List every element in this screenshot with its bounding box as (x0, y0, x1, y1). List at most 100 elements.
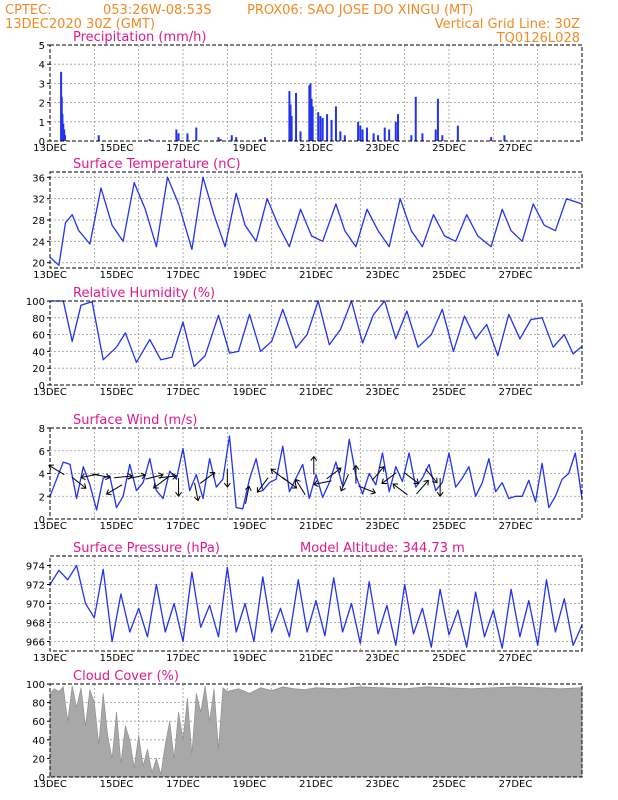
precip-bar (217, 137, 220, 141)
wind-arrow (71, 476, 87, 489)
wind-arrow-head (175, 491, 182, 497)
wind-arrow-shaft (153, 476, 169, 489)
y-tick-label: 100 (26, 680, 45, 691)
wind-arrow-head (432, 477, 438, 484)
header-location: PROX06: SAO JOSE DO XINGU (MT) (247, 3, 473, 18)
precip-bar (288, 91, 291, 141)
wind-arrow-head (335, 467, 342, 474)
header-grid-line: Vertical Grid Line: 30Z (435, 17, 580, 32)
wind-arrow (105, 484, 123, 496)
y-tick-label: 80 (32, 314, 45, 325)
x-tick-label: 21DEC (299, 270, 333, 281)
wind-arrow-head (256, 487, 263, 493)
precip-bar (326, 114, 329, 141)
precip-bar (334, 106, 337, 141)
wind-arrow-head (339, 485, 346, 492)
precip-bar (295, 93, 298, 141)
precip-bar (343, 135, 346, 141)
precip-bar (148, 139, 151, 141)
rh-panel: 0 20 40 60 80 100 13DEC 15DEC 17DEC 19DEC 21DEC 23D… (26, 286, 583, 398)
wind-arrow-shaft (416, 480, 429, 495)
precip-bar (377, 135, 380, 141)
y-tick-label: 3 (39, 79, 45, 90)
wind-arrow (313, 480, 332, 487)
header-coordinates: 053:26W-08:53S (103, 3, 211, 18)
precip-bar (436, 98, 439, 141)
wind-arrow (92, 473, 111, 481)
wind-arrow-shaft (392, 483, 408, 496)
precip-bar (365, 127, 368, 141)
precip-bar (219, 139, 222, 141)
temp-line (49, 176, 583, 266)
precip-bar (177, 133, 180, 141)
x-tick-label: 25DEC (432, 270, 466, 281)
precip-bar (441, 135, 444, 141)
wind-arrow-shaft (340, 474, 349, 492)
precip-bar (195, 127, 198, 141)
wind-arrow-head (381, 478, 387, 484)
x-tick-label: 25DEC (432, 143, 466, 154)
y-tick-label: 32 (32, 195, 45, 206)
wind-arrow (425, 468, 438, 484)
wind-arrow-shaft (295, 479, 306, 496)
precip-bar (308, 85, 311, 141)
x-tick-label: 15DEC (100, 143, 134, 154)
wind-arrow (371, 466, 385, 481)
header-date: 13DEC2020 30Z (GMT) (5, 17, 155, 32)
wind-arrow (256, 477, 269, 493)
wind-arrow-head (140, 472, 147, 480)
x-tick-label: 27DEC (499, 387, 533, 398)
wind-arrow-head (370, 488, 377, 495)
wind-arrow-head (244, 485, 252, 492)
rh-grid (50, 301, 582, 385)
wind-arrow (48, 464, 65, 476)
wind-arrow (358, 485, 377, 495)
wind-arrow-head (105, 489, 112, 496)
x-tick-label: 21DEC (299, 653, 333, 664)
y-tick-label: 972 (26, 581, 45, 592)
y-tick-label: 100 (26, 297, 45, 308)
precip-title: Precipitation (mm/h) (73, 30, 206, 45)
x-tick-label: 27DEC (499, 779, 533, 790)
precip-bar (383, 127, 386, 141)
x-tick-label: 17DEC (166, 143, 200, 154)
precip-bar (311, 106, 314, 141)
wind-arrow-shaft (425, 468, 438, 484)
wind-arrow (175, 478, 182, 497)
precip-bar (310, 98, 313, 141)
wind-arrow-head (392, 483, 399, 489)
wind-arrow-head (80, 473, 86, 481)
cloud-frame (49, 683, 583, 778)
wind-arrow-shaft (281, 476, 297, 489)
x-tick-label: 23DEC (366, 779, 400, 790)
wind-arrow-shaft (358, 485, 376, 494)
precip-bar (434, 129, 437, 141)
wind-arrow-head (223, 482, 231, 488)
wind-arrow (194, 482, 201, 502)
y-tick-label: 4 (39, 60, 45, 71)
wind-arrow (127, 472, 147, 480)
wind-arrow (403, 472, 420, 484)
x-tick-label: 25DEC (432, 653, 466, 664)
y-tick-label: 974 (26, 562, 45, 573)
wind-arrow-shaft (371, 466, 385, 481)
precip-bar (359, 125, 362, 141)
precip-bar (361, 129, 364, 141)
wind-arrow (436, 478, 444, 497)
x-tick-label: 13DEC (33, 521, 67, 532)
precip-bar (317, 112, 320, 141)
wind-arrow-head (105, 473, 111, 481)
x-tick-label: 17DEC (166, 387, 200, 398)
precip-bar (456, 125, 459, 141)
wind-arrow (152, 476, 169, 489)
x-tick-label: 13DEC (33, 270, 67, 281)
wind-arrow-shaft (194, 482, 199, 501)
wind-arrow-shaft (48, 465, 65, 476)
panels: 0 1 2 3 4 5 13DEC 15DEC 17DEC 19DEC 21DEC 23DEC 25DE… (26, 30, 583, 790)
x-tick-label: 25DEC (432, 779, 466, 790)
y-tick-label: 970 (26, 600, 45, 611)
wind-arrow-shaft (245, 486, 250, 505)
wind-arrow-shaft (199, 472, 215, 484)
x-tick-label: 19DEC (233, 653, 267, 664)
wind-arrow-shaft (313, 480, 332, 485)
